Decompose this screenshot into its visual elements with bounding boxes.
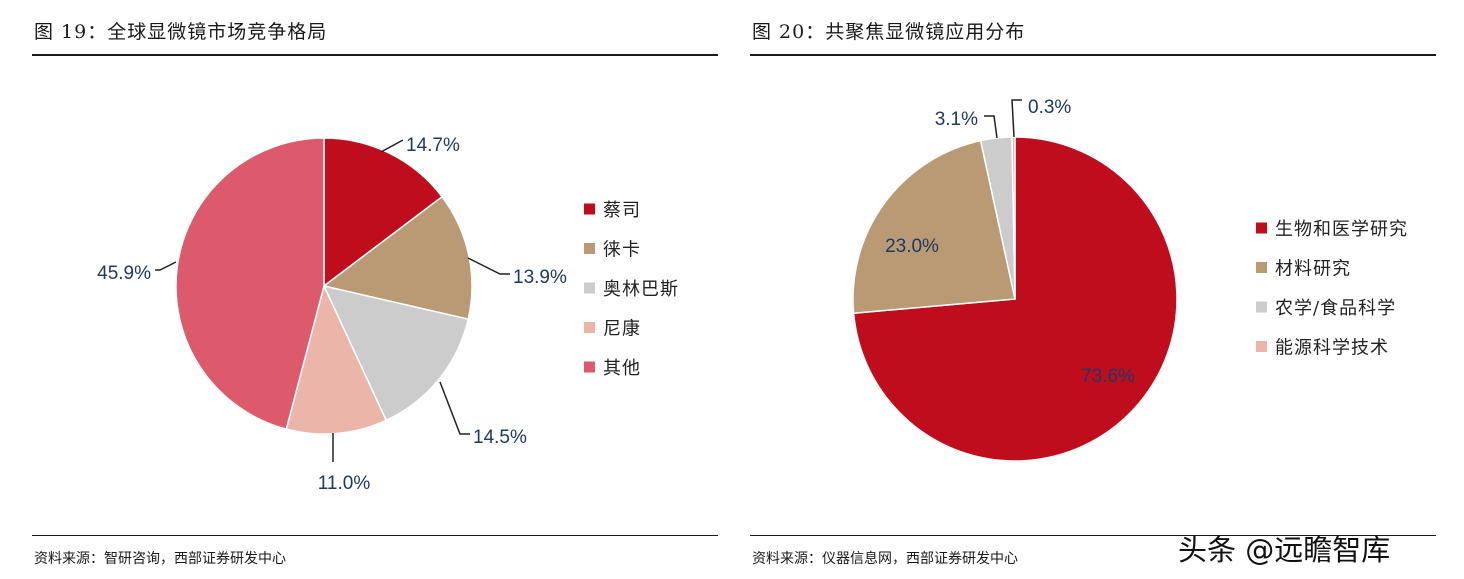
- chart-panel-application: 图 20：共聚焦显微镜应用分布 73.6% 23.0% 3.1% 0.3% 生物和医学研…: [732, 0, 1464, 579]
- legend-swatch: [584, 282, 595, 294]
- legend-label: 奥林巴斯: [603, 279, 679, 300]
- title-rule: [32, 54, 718, 56]
- leader-line: [984, 115, 998, 139]
- data-label: 0.3%: [1028, 97, 1071, 118]
- data-label: 73.6%: [1081, 366, 1135, 387]
- legend-label: 农学/食品科学: [1275, 298, 1396, 319]
- legend-label: 其他: [603, 358, 641, 379]
- leader-line: [380, 139, 404, 153]
- pie-slice: [322, 195, 473, 321]
- legend-swatch: [584, 361, 595, 373]
- chart-panel-market-share: 图 19：全球显微镜市场竞争格局 14.7% 13.9% 14.5% 11.0% 45.…: [32, 21, 718, 567]
- source-rule: [32, 535, 718, 536]
- source-rule: [750, 535, 1436, 536]
- data-label: 45.9%: [97, 263, 151, 284]
- pie-chart-application: 73.6% 23.0% 3.1% 0.3% 生物和医学研究材料研究农学/食品科学能源科学…: [852, 97, 1408, 462]
- pie-slice: [175, 137, 325, 431]
- legend-swatch: [584, 243, 595, 254]
- pie-slice: [285, 283, 388, 435]
- legend-swatch: [1256, 222, 1267, 234]
- title-rule: [750, 54, 1436, 56]
- chart-title: 图 19：全球显微镜市场竞争格局: [34, 21, 328, 43]
- chart-title: 图 20：共聚焦显微镜应用分布: [752, 21, 1026, 43]
- data-label: 3.1%: [935, 109, 978, 130]
- leader-line: [439, 381, 470, 435]
- data-label: 13.9%: [513, 267, 567, 288]
- watermark: 头条 @远瞻智库: [1178, 533, 1391, 567]
- data-label: 23.0%: [885, 236, 939, 257]
- legend-label: 生物和医学研究: [1275, 219, 1408, 240]
- data-label: 14.5%: [473, 427, 527, 448]
- legend-swatch: [1256, 341, 1267, 352]
- pie-slice: [323, 137, 444, 288]
- legend-swatch: [1256, 301, 1267, 313]
- data-label: 14.7%: [406, 135, 460, 156]
- leader-line: [155, 261, 177, 271]
- leader-line: [1011, 99, 1022, 138]
- legend-swatch: [584, 322, 595, 333]
- legend-label: 徕卡: [603, 240, 641, 261]
- source-note: 资料来源：仪器信息网，西部证券研发中心: [752, 551, 1018, 567]
- source-note: 资料来源：智研咨询，西部证券研发中心: [34, 551, 286, 567]
- legend-label: 材料研究: [1275, 259, 1351, 280]
- legend-label: 尼康: [603, 319, 641, 340]
- legend-label: 能源科学技术: [1275, 338, 1389, 359]
- legend-swatch: [584, 203, 595, 215]
- pie-slice: [322, 284, 470, 422]
- pie-slice: [852, 139, 1016, 315]
- leader-line: [467, 257, 510, 275]
- legend-swatch: [1256, 262, 1267, 273]
- legend-label: 蔡司: [603, 200, 641, 221]
- data-label: 11.0%: [318, 473, 371, 494]
